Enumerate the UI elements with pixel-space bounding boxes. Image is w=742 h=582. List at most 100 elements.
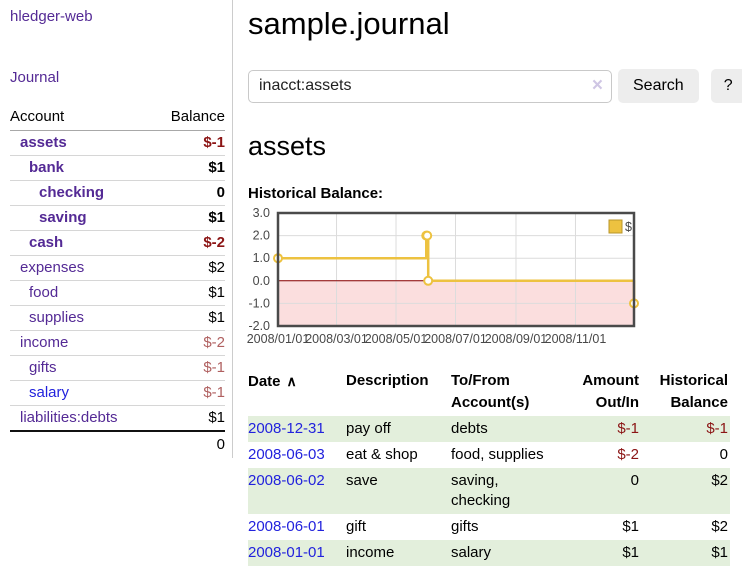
sort-ascending-icon: ∧	[286, 373, 297, 389]
account-balance: $1	[208, 409, 225, 426]
transaction-date-link[interactable]: 2008-06-02	[248, 472, 325, 489]
svg-text:-1.0: -1.0	[248, 296, 270, 310]
transaction-row: 2008-06-01 gift gifts $1 $2	[248, 514, 730, 540]
account-balance: $1	[208, 209, 225, 226]
register-rows: 2008-12-31 pay off debts $-1 $-1 2008-06-03 ea…	[248, 416, 730, 566]
account-link[interactable]: salary	[29, 384, 70, 401]
amount-header-line2: Out/In	[595, 394, 639, 411]
historical-balance-chart: 3.0 2.0 1.0 0.0 -1.0 -2.02008/01/012008/03/01…	[247, 206, 639, 346]
transaction-row: 2008-12-31 pay off debts $-1 $-1	[248, 416, 730, 442]
transaction-accounts: saving, checking	[451, 472, 511, 509]
account-row: gifts $-1	[10, 355, 225, 381]
svg-text:1.0: 1.0	[253, 251, 270, 265]
page-title: sample.journal	[248, 6, 450, 41]
search-input[interactable]	[248, 69, 612, 103]
svg-text:0.0: 0.0	[253, 274, 270, 288]
transaction-balance: $-1	[706, 420, 728, 437]
balance-header-line2: Balance	[670, 394, 728, 411]
register-header-accounts: To/From Account(s)	[451, 368, 566, 416]
main-content: sample.journal × Search ? assets Histori…	[247, 0, 742, 566]
account-row: salary $-1	[10, 380, 225, 406]
transaction-date-link[interactable]: 2008-06-03	[248, 446, 325, 463]
transaction-row: 2008-01-01 income salary $1 $1	[248, 540, 730, 566]
accounts-table: Account Balance assets $-1 bank $1 checking 0…	[10, 105, 225, 458]
account-link[interactable]: supplies	[29, 309, 85, 326]
account-link[interactable]: cash	[29, 234, 64, 251]
account-row: bank $1	[10, 155, 225, 181]
accounts-rows: assets $-1 bank $1 checking 0 saving $1 cash $-2 e…	[10, 131, 225, 432]
transaction-row: 2008-06-02 save saving, checking 0 $2	[248, 468, 730, 514]
svg-text:2008/05/01: 2008/05/01	[365, 332, 428, 346]
account-row: supplies $1	[10, 305, 225, 331]
register-table: Date ∧ Description To/From Account(s) Amou…	[248, 368, 730, 566]
account-balance: $1	[208, 159, 225, 176]
chart-title: Historical Balance:	[248, 185, 384, 202]
account-row: saving $1	[10, 205, 225, 231]
account-balance: $1	[208, 284, 225, 301]
register-header-row: Date ∧ Description To/From Account(s) Amou…	[248, 368, 730, 416]
accounts-total-row: 0	[10, 431, 225, 458]
transaction-description: income	[346, 544, 395, 561]
transaction-date-link[interactable]: 2008-12-31	[248, 420, 325, 437]
amount-header-line1: Amount	[582, 372, 639, 389]
svg-text:2008/03/01: 2008/03/01	[305, 332, 368, 346]
account-link[interactable]: assets	[20, 134, 67, 151]
account-link[interactable]: food	[29, 284, 59, 301]
search-row: × Search ?	[248, 69, 742, 103]
svg-text:-2.0: -2.0	[248, 319, 270, 333]
account-row: cash $-2	[10, 230, 225, 256]
account-balance: $-1	[203, 134, 225, 151]
help-button[interactable]: ?	[710, 69, 742, 103]
transaction-balance: $2	[711, 472, 728, 489]
account-heading: assets	[248, 131, 327, 161]
transaction-accounts: salary	[451, 544, 492, 561]
svg-text:2008/01/01: 2008/01/01	[247, 332, 310, 346]
svg-text:3.0: 3.0	[253, 206, 270, 220]
svg-text:2.0: 2.0	[253, 229, 270, 243]
accounts-total-spacer	[10, 431, 153, 458]
transaction-description: gift	[346, 518, 367, 535]
register-header-date[interactable]: Date ∧	[248, 368, 346, 416]
account-row: liabilities:debts $1	[10, 405, 225, 432]
accounts-header-line1: To/From	[451, 372, 510, 389]
account-row: expenses $2	[10, 255, 225, 281]
account-link[interactable]: liabilities:debts	[20, 409, 118, 426]
accounts-header-balance: Balance	[170, 108, 225, 125]
transaction-description: pay off	[346, 420, 391, 437]
account-balance: 0	[216, 184, 225, 201]
register-header-description: Description	[346, 372, 429, 389]
account-row: checking 0	[10, 180, 225, 206]
account-link[interactable]: expenses	[20, 259, 85, 276]
svg-text:$: $	[625, 220, 632, 234]
sidebar: hledger-web Journal Account Balance asse…	[0, 0, 233, 458]
account-balance: $2	[208, 259, 225, 276]
account-link[interactable]: checking	[39, 184, 105, 201]
accounts-total-value: 0	[216, 436, 225, 453]
account-row: income $-2	[10, 330, 225, 356]
sidebar-item-journal[interactable]: Journal	[10, 69, 60, 86]
account-link[interactable]: gifts	[29, 359, 57, 376]
account-balance: $-2	[203, 234, 225, 251]
transaction-balance: 0	[719, 446, 728, 463]
account-row: assets $-1	[10, 131, 225, 156]
clear-search-icon[interactable]: ×	[591, 74, 603, 96]
transaction-amount: $-2	[617, 446, 639, 463]
search-button[interactable]: Search	[618, 69, 699, 103]
accounts-header-account: Account	[10, 108, 65, 125]
date-header-label: Date	[248, 373, 281, 390]
svg-text:2008/07/01: 2008/07/01	[424, 332, 487, 346]
account-link[interactable]: saving	[39, 209, 87, 226]
transaction-date-link[interactable]: 2008-01-01	[248, 544, 325, 561]
account-link[interactable]: income	[20, 334, 69, 351]
account-link[interactable]: bank	[29, 159, 65, 176]
transaction-accounts: food, supplies	[451, 446, 544, 463]
transaction-balance: $2	[711, 518, 728, 535]
transaction-description: save	[346, 472, 378, 489]
transaction-description: eat & shop	[346, 446, 418, 463]
account-balance: $-1	[203, 359, 225, 376]
transaction-date-link[interactable]: 2008-06-01	[248, 518, 325, 535]
account-row: food $1	[10, 280, 225, 306]
transaction-amount: $1	[622, 518, 639, 535]
account-balance: $-1	[203, 384, 225, 401]
svg-text:2008/11/01: 2008/11/01	[545, 332, 607, 346]
